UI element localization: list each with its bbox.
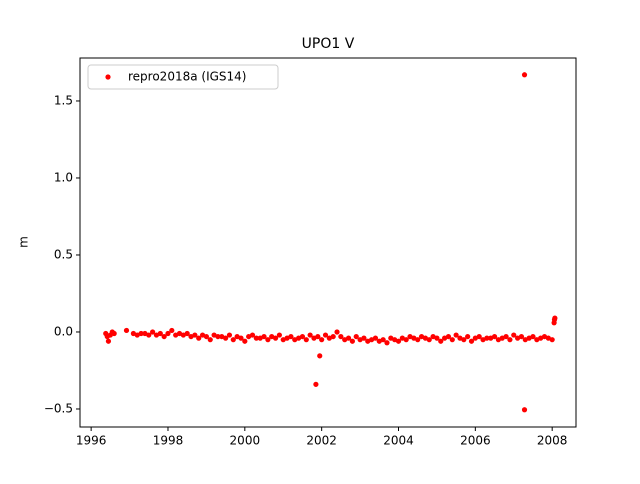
data-point: [403, 337, 409, 343]
data-point: [184, 330, 190, 337]
data-point: [334, 329, 340, 335]
data-point: [265, 337, 271, 343]
y-tick-label: 1.5: [54, 93, 73, 107]
data-point: [203, 333, 210, 340]
data-point: [552, 315, 558, 321]
data-point: [461, 337, 467, 343]
data-point: [372, 335, 379, 341]
data-point: [521, 407, 528, 413]
data-point: [521, 72, 528, 78]
data-point: [468, 338, 475, 344]
chart-title: UPO1 V: [302, 36, 355, 52]
data-point: [319, 337, 325, 343]
data-point: [395, 338, 402, 344]
data-point: [169, 327, 175, 334]
data-point: [453, 332, 459, 338]
y-tick-label: 0.5: [54, 247, 73, 261]
data-point: [230, 337, 236, 343]
data-point: [465, 333, 471, 340]
x-tick-label: 2008: [537, 434, 568, 448]
data-point: [157, 330, 163, 337]
data-point: [288, 333, 294, 340]
y-axis-label: m: [17, 236, 31, 248]
data-point: [146, 332, 152, 338]
data-point: [507, 337, 513, 343]
data-point: [530, 333, 536, 340]
data-point: [253, 335, 259, 341]
legend-box: [87, 64, 279, 90]
data-point: [438, 338, 444, 344]
data-point: [261, 333, 267, 340]
x-tick-label: 1998: [153, 434, 184, 448]
data-point: [165, 330, 171, 337]
x-tick-label: 1996: [76, 434, 107, 448]
data-point: [503, 333, 509, 340]
data-point: [307, 332, 313, 338]
data-point: [445, 333, 452, 340]
data-point: [330, 333, 336, 340]
data-point: [345, 335, 352, 341]
data-point: [361, 335, 367, 341]
data-point: [449, 337, 455, 343]
data-point: [111, 330, 117, 337]
data-point: [215, 333, 221, 340]
data-point: [384, 340, 390, 346]
data-point: [317, 353, 323, 359]
data-point: [249, 332, 256, 338]
data-point: [272, 335, 279, 341]
x-tick-label: 2004: [383, 434, 414, 448]
data-point: [380, 337, 386, 343]
x-tick-label: 2006: [460, 434, 491, 448]
y-tick-label: 0.0: [54, 324, 73, 338]
data-point: [511, 332, 517, 338]
plot-frame: [79, 57, 577, 428]
data-point: [484, 335, 490, 341]
data-point: [313, 381, 319, 387]
data-point: [322, 332, 329, 338]
data-point: [476, 333, 482, 340]
data-point: [491, 333, 498, 340]
x-tick-label: 2000: [230, 434, 261, 448]
x-tick-label: 2002: [306, 434, 337, 448]
y-tick-label: −0.5: [44, 401, 73, 415]
data-point: [338, 333, 344, 340]
data-point: [105, 338, 112, 344]
y-tick-label: 1.0: [54, 170, 73, 184]
data-point: [549, 337, 555, 343]
data-point: [276, 332, 282, 338]
data-point: [196, 335, 202, 341]
data-point: [434, 335, 440, 341]
data-point: [192, 332, 198, 338]
data-point: [138, 330, 144, 337]
data-point: [226, 332, 233, 338]
data-point: [353, 333, 359, 340]
data-point: [415, 337, 421, 343]
data-point: [518, 333, 525, 340]
data-point: [426, 337, 432, 343]
data-point: [238, 335, 244, 341]
legend-marker: [105, 74, 111, 80]
data-point: [315, 333, 321, 340]
data-point: [303, 337, 309, 343]
data-point: [123, 327, 130, 334]
data-point: [150, 329, 156, 335]
data-point: [299, 333, 306, 340]
data-point: [161, 333, 167, 340]
data-point: [207, 337, 213, 343]
legend-label: repro2018a (IGS14): [128, 70, 246, 84]
data-point: [223, 335, 229, 341]
data-point: [242, 338, 248, 344]
data-point: [349, 338, 355, 344]
